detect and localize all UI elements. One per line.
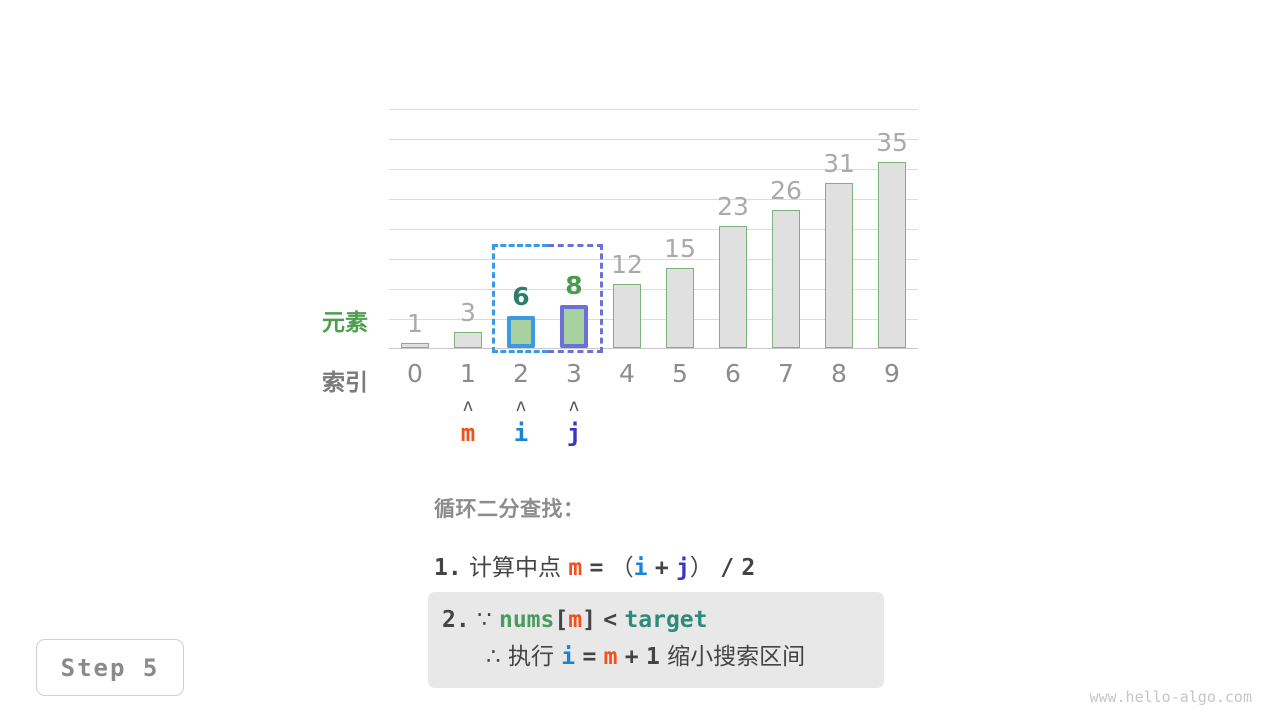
pointer-caret-j: ʌ xyxy=(568,396,580,416)
pointer-label-j: j xyxy=(566,419,582,447)
highlighted-conclusion-box: 2. ∵ nums[m] < target ∴ 执行 i = m + 1 缩小搜… xyxy=(428,592,884,688)
bar-1 xyxy=(454,332,482,348)
bar-8 xyxy=(825,183,853,348)
gridline xyxy=(389,139,918,140)
bar-value-2: 6 xyxy=(512,282,530,311)
index-tick-8: 8 xyxy=(831,359,847,388)
bar-value-0: 1 xyxy=(407,309,423,338)
bar-value-3: 8 xyxy=(565,271,583,300)
step2-because-symbol: ∵ xyxy=(477,607,492,633)
step1-var-j: j xyxy=(676,555,690,581)
axis-label-index: 索引 xyxy=(322,370,368,396)
chart-plot xyxy=(389,109,918,349)
bar-3 xyxy=(560,305,588,348)
bar-value-4: 12 xyxy=(611,250,643,279)
index-tick-3: 3 xyxy=(566,359,582,388)
caption-title: 循环二分查找： xyxy=(434,497,585,521)
bar-value-7: 26 xyxy=(770,176,802,205)
step1-divide: / xyxy=(720,555,735,581)
index-tick-0: 0 xyxy=(407,359,423,388)
gridline xyxy=(389,259,918,260)
gridline xyxy=(389,169,918,170)
step-badge-label: Step 5 xyxy=(60,653,160,682)
step1-equals: = xyxy=(589,555,604,581)
step2-number: 2. xyxy=(442,607,470,633)
step1-paren-close: ） xyxy=(689,555,713,581)
step2-target: target xyxy=(624,607,708,633)
step2-line-2: ∴ 执行 i = m + 1 缩小搜索区间 xyxy=(428,639,884,676)
step1-paren-open: （ xyxy=(610,555,634,581)
bar-value-8: 31 xyxy=(823,149,855,178)
axis-label-element: 元素 xyxy=(322,310,368,336)
bar-9 xyxy=(878,162,906,348)
step2-equals: = xyxy=(582,643,597,670)
axis-baseline xyxy=(389,348,918,349)
step2-line-1: 2. ∵ nums[m] < target xyxy=(428,602,884,639)
step1-number: 1. xyxy=(434,555,462,581)
pointer-label-m: m xyxy=(460,419,476,447)
pointer-caret-i: ʌ xyxy=(515,396,527,416)
bar-7 xyxy=(772,210,800,348)
gridline xyxy=(389,199,918,200)
watermark: www.hello-algo.com xyxy=(1089,688,1252,706)
pointer-caret-m: ʌ xyxy=(462,396,474,416)
step2-one: 1 xyxy=(645,643,660,670)
step-badge: Step 5 xyxy=(36,639,184,696)
step2-less-than: < xyxy=(603,607,618,633)
gridline xyxy=(389,229,918,230)
bar-value-9: 35 xyxy=(876,128,908,157)
pointer-label-i: i xyxy=(513,419,529,447)
step1-plus: + xyxy=(654,555,669,581)
step1-var-m: m xyxy=(568,555,583,581)
step1-two: 2 xyxy=(741,555,756,581)
gridline xyxy=(389,289,918,290)
index-tick-2: 2 xyxy=(513,359,529,388)
index-tick-5: 5 xyxy=(672,359,688,388)
gridline xyxy=(389,109,918,110)
step2-tail: 缩小搜索区间 xyxy=(667,643,806,670)
index-tick-7: 7 xyxy=(778,359,794,388)
index-tick-1: 1 xyxy=(460,359,476,388)
gridline xyxy=(389,319,918,320)
step2-bracket-close: ] xyxy=(582,607,596,633)
step2-plus: + xyxy=(624,643,639,670)
step2-exec: 执行 xyxy=(507,643,554,670)
bar-6 xyxy=(719,226,747,348)
step1-text: 计算中点 xyxy=(469,555,562,581)
bar-2 xyxy=(507,316,535,348)
step2-var-m: m xyxy=(568,607,583,633)
bar-value-1: 3 xyxy=(460,298,476,327)
step2-therefore-symbol: ∴ xyxy=(486,643,501,670)
bar-value-6: 23 xyxy=(717,192,749,221)
index-tick-9: 9 xyxy=(884,359,900,388)
caption-step-1: 1. 计算中点 m = （i + j） / 2 xyxy=(434,548,1034,582)
bar-5 xyxy=(666,268,694,348)
step2-nums: nums xyxy=(498,607,555,633)
bar-0 xyxy=(401,343,429,348)
bar-4 xyxy=(613,284,641,348)
step1-var-i: i xyxy=(633,555,648,581)
step2-bracket-open: [ xyxy=(554,607,569,633)
caption-block: 循环二分查找： 1. 计算中点 m = （i + j） / 2 xyxy=(434,493,1034,582)
bar-value-5: 15 xyxy=(664,234,696,263)
index-tick-4: 4 xyxy=(619,359,635,388)
step2-var-m2: m xyxy=(603,643,618,670)
index-tick-6: 6 xyxy=(725,359,741,388)
step2-var-i: i xyxy=(561,643,576,670)
